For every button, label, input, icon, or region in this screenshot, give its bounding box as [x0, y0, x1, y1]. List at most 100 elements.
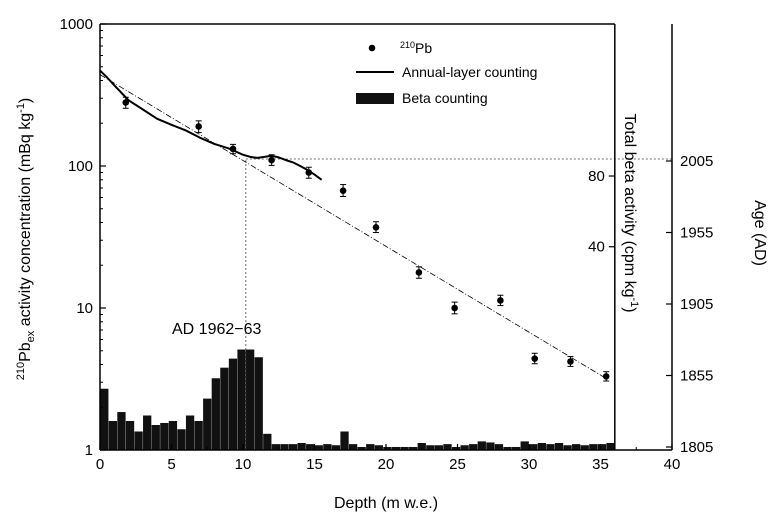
beta-bar: [263, 433, 272, 450]
beta-bar: [374, 445, 383, 450]
beta-bar: [546, 444, 555, 450]
x-tick-label: 20: [378, 456, 395, 473]
pb210-point: [339, 187, 347, 194]
legend-bar-marker: [356, 93, 394, 104]
beta-bar: [400, 446, 409, 450]
y-tick-label: 1: [85, 442, 93, 459]
pb210-point: [497, 297, 504, 304]
beta-bar: [529, 444, 538, 450]
beta-bar: [297, 443, 306, 450]
pb210-point: [268, 156, 275, 164]
beta-bar: [494, 444, 504, 450]
x-tick-label: 10: [235, 456, 252, 473]
beta-bar: [177, 429, 186, 450]
beta-bar: [357, 446, 366, 450]
x-tick-label: 25: [449, 456, 466, 473]
beta-bar: [125, 421, 135, 450]
pb210-point: [195, 123, 202, 130]
age-tick-label: 2005: [680, 153, 713, 170]
x-tick-label: 35: [592, 456, 609, 473]
beta-bar: [580, 445, 589, 450]
x-axis-label: Depth (m w.e.): [334, 495, 438, 512]
beta-bar: [134, 431, 143, 450]
beta-bar: [434, 445, 444, 450]
beta-bar: [597, 444, 607, 450]
pb210-points: [122, 96, 610, 382]
annotation-ad-1962: AD 1962−63: [172, 321, 262, 338]
beta-bar: [469, 444, 478, 450]
beta-bar: [323, 444, 332, 450]
annual-layer-line: [99, 69, 323, 181]
beta-bar: [554, 443, 564, 450]
beta-bar: [340, 431, 349, 450]
x-tick-label: 5: [167, 456, 175, 473]
beta-bar: [117, 412, 126, 450]
beta-bar: [228, 358, 238, 450]
beta-bar: [211, 378, 220, 450]
beta-bar: [511, 446, 521, 450]
y-tick-label: 100: [68, 158, 93, 175]
y-tick-label: 1000: [60, 16, 93, 33]
beta-bar: [443, 444, 452, 450]
beta-bars: [100, 349, 615, 450]
reference-lines: [245, 158, 672, 450]
beta-bar: [417, 443, 426, 450]
x-tick-label: 40: [664, 456, 681, 473]
pb210-point: [229, 145, 237, 153]
beta-bar: [503, 446, 512, 450]
beta-tick-label: 40: [588, 239, 605, 256]
beta-bar: [306, 444, 315, 450]
beta-bar: [486, 442, 495, 450]
legend-dot-marker: [368, 44, 376, 52]
beta-bar: [409, 446, 418, 450]
age-tick-label: 1905: [680, 296, 713, 313]
legend: 210Pb Annual-layer counting Beta counting: [356, 40, 537, 106]
beta-bar: [537, 443, 547, 450]
beta-bar: [168, 421, 178, 450]
beta-bar: [237, 349, 246, 450]
y-axis-label: 210Pbex activity concentration (mBq kg-1…: [15, 98, 37, 381]
beta-axis-label: Total beta activity (cpm kg-1): [621, 113, 640, 312]
pb210-point: [305, 169, 313, 176]
beta-bar: [477, 441, 486, 450]
beta-bar: [426, 445, 435, 450]
beta-bar: [160, 422, 169, 450]
x-tick-label: 30: [521, 456, 538, 473]
beta-bar: [314, 445, 323, 450]
beta-bar: [108, 421, 118, 450]
beta-bar: [348, 444, 358, 450]
pb210-point: [602, 373, 610, 380]
beta-bar: [366, 444, 375, 450]
pb210-point: [531, 355, 539, 362]
pb210-point: [451, 304, 458, 312]
beta-bar: [271, 444, 281, 450]
axes: 0 5 10 15 20 25 30 35 40 1 10 100 1000 40 80 1805 1855 19…: [60, 16, 714, 473]
pb210-point: [415, 269, 423, 276]
pb210-point: [372, 224, 380, 231]
x-tick-label: 0: [96, 456, 104, 473]
beta-bar: [572, 444, 581, 450]
pb210-point: [567, 358, 574, 365]
beta-bar: [143, 415, 152, 450]
beta-bar: [606, 443, 615, 450]
legend-label-annual: Annual-layer counting: [402, 64, 537, 80]
beta-bar: [194, 421, 203, 450]
beta-bar: [451, 446, 461, 450]
axis-labels: AD 1962−63 Depth (m w.e.) 210Pbex activity…: [15, 98, 768, 512]
beta-bar: [383, 446, 392, 450]
y-tick-label: 10: [76, 300, 93, 317]
legend-label-beta: Beta counting: [402, 90, 488, 106]
age-tick-label: 1805: [680, 439, 713, 456]
age-tick-label: 1855: [680, 368, 713, 385]
beta-bar: [185, 415, 195, 450]
beta-bar: [254, 357, 263, 450]
beta-tick-label: 80: [588, 168, 605, 185]
beta-bar: [100, 388, 109, 450]
x-tick-label: 15: [306, 456, 323, 473]
beta-bar: [246, 349, 255, 450]
beta-bar: [589, 444, 598, 450]
beta-bar: [331, 445, 341, 450]
beta-bar: [220, 367, 229, 450]
beta-bar: [151, 425, 160, 450]
beta-bar: [203, 398, 212, 450]
